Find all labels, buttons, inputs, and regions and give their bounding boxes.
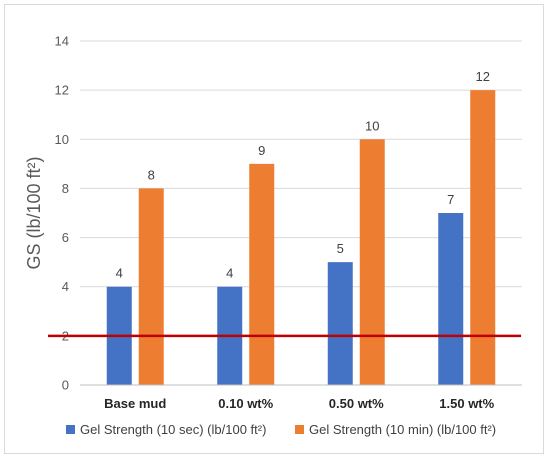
data-label: 8 [148,167,155,182]
y-axis-label: GS (lb/100 ft²) [24,156,44,269]
category-label: 1.50 wt% [439,396,494,411]
category-label: Base mud [104,396,166,411]
y-tick-label: 14 [55,34,69,49]
bar [438,213,464,385]
y-tick-label: 8 [62,181,69,196]
bars [106,90,496,386]
category-label: 0.10 wt% [218,396,273,411]
legend-label: Gel Strength (10 sec) (lb/100 ft²) [80,422,266,437]
legend-label: Gel Strength (10 min) (lb/100 ft²) [309,422,496,437]
y-tick-labels: 02468101214 [55,34,69,393]
bar [138,188,164,385]
category-labels: Base mud 0.10 wt% 0.50 wt% 1.50 wt% [104,396,494,411]
y-tick-label: 10 [55,132,69,147]
data-label: 4 [226,266,233,281]
y-tick-label: 0 [62,378,69,393]
y-tick-label: 12 [55,83,69,98]
data-labels: 4 8 4 9 5 10 7 12 [116,69,490,281]
legend-swatch [66,425,75,434]
legend-swatch [295,425,304,434]
data-label: 9 [258,143,265,158]
data-label: 5 [337,241,344,256]
data-label: 10 [365,118,379,133]
data-label: 12 [476,69,490,84]
legend: Gel Strength (10 sec) (lb/100 ft²) Gel St… [66,422,496,437]
y-tick-label: 4 [62,279,69,294]
bar [470,90,496,386]
category-label: 0.50 wt% [329,396,384,411]
y-tick-label: 6 [62,230,69,245]
data-label: 4 [116,266,123,281]
data-label: 7 [447,192,454,207]
bar [359,139,385,385]
bar [327,262,353,385]
bar [249,163,275,385]
